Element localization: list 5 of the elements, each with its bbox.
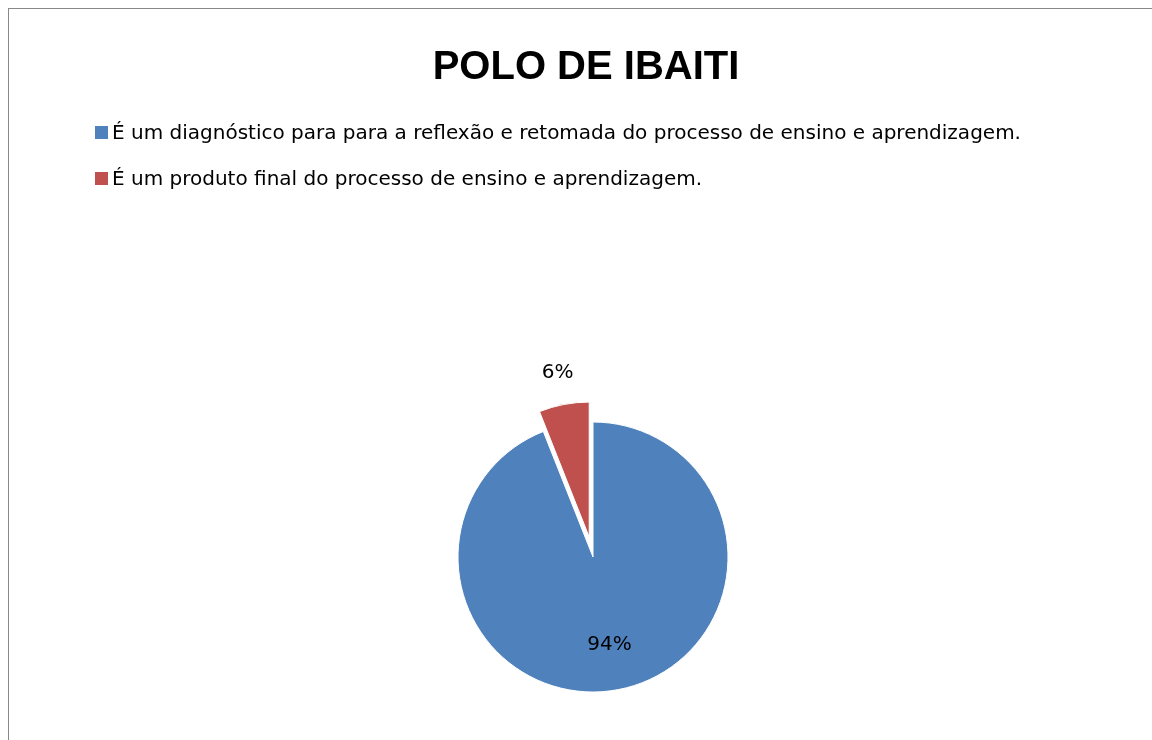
chart-title: POLO DE IBAITI: [432, 43, 740, 87]
legend-label: É um produto final do processo de ensino e aprendizagem.: [112, 166, 703, 190]
legend-label: É um diagnóstico para para a reflexão e retomada do processo de ensino e aprendizagem.: [112, 120, 1021, 144]
data-label: 6%: [541, 359, 574, 384]
data-label: 94%: [587, 631, 632, 656]
